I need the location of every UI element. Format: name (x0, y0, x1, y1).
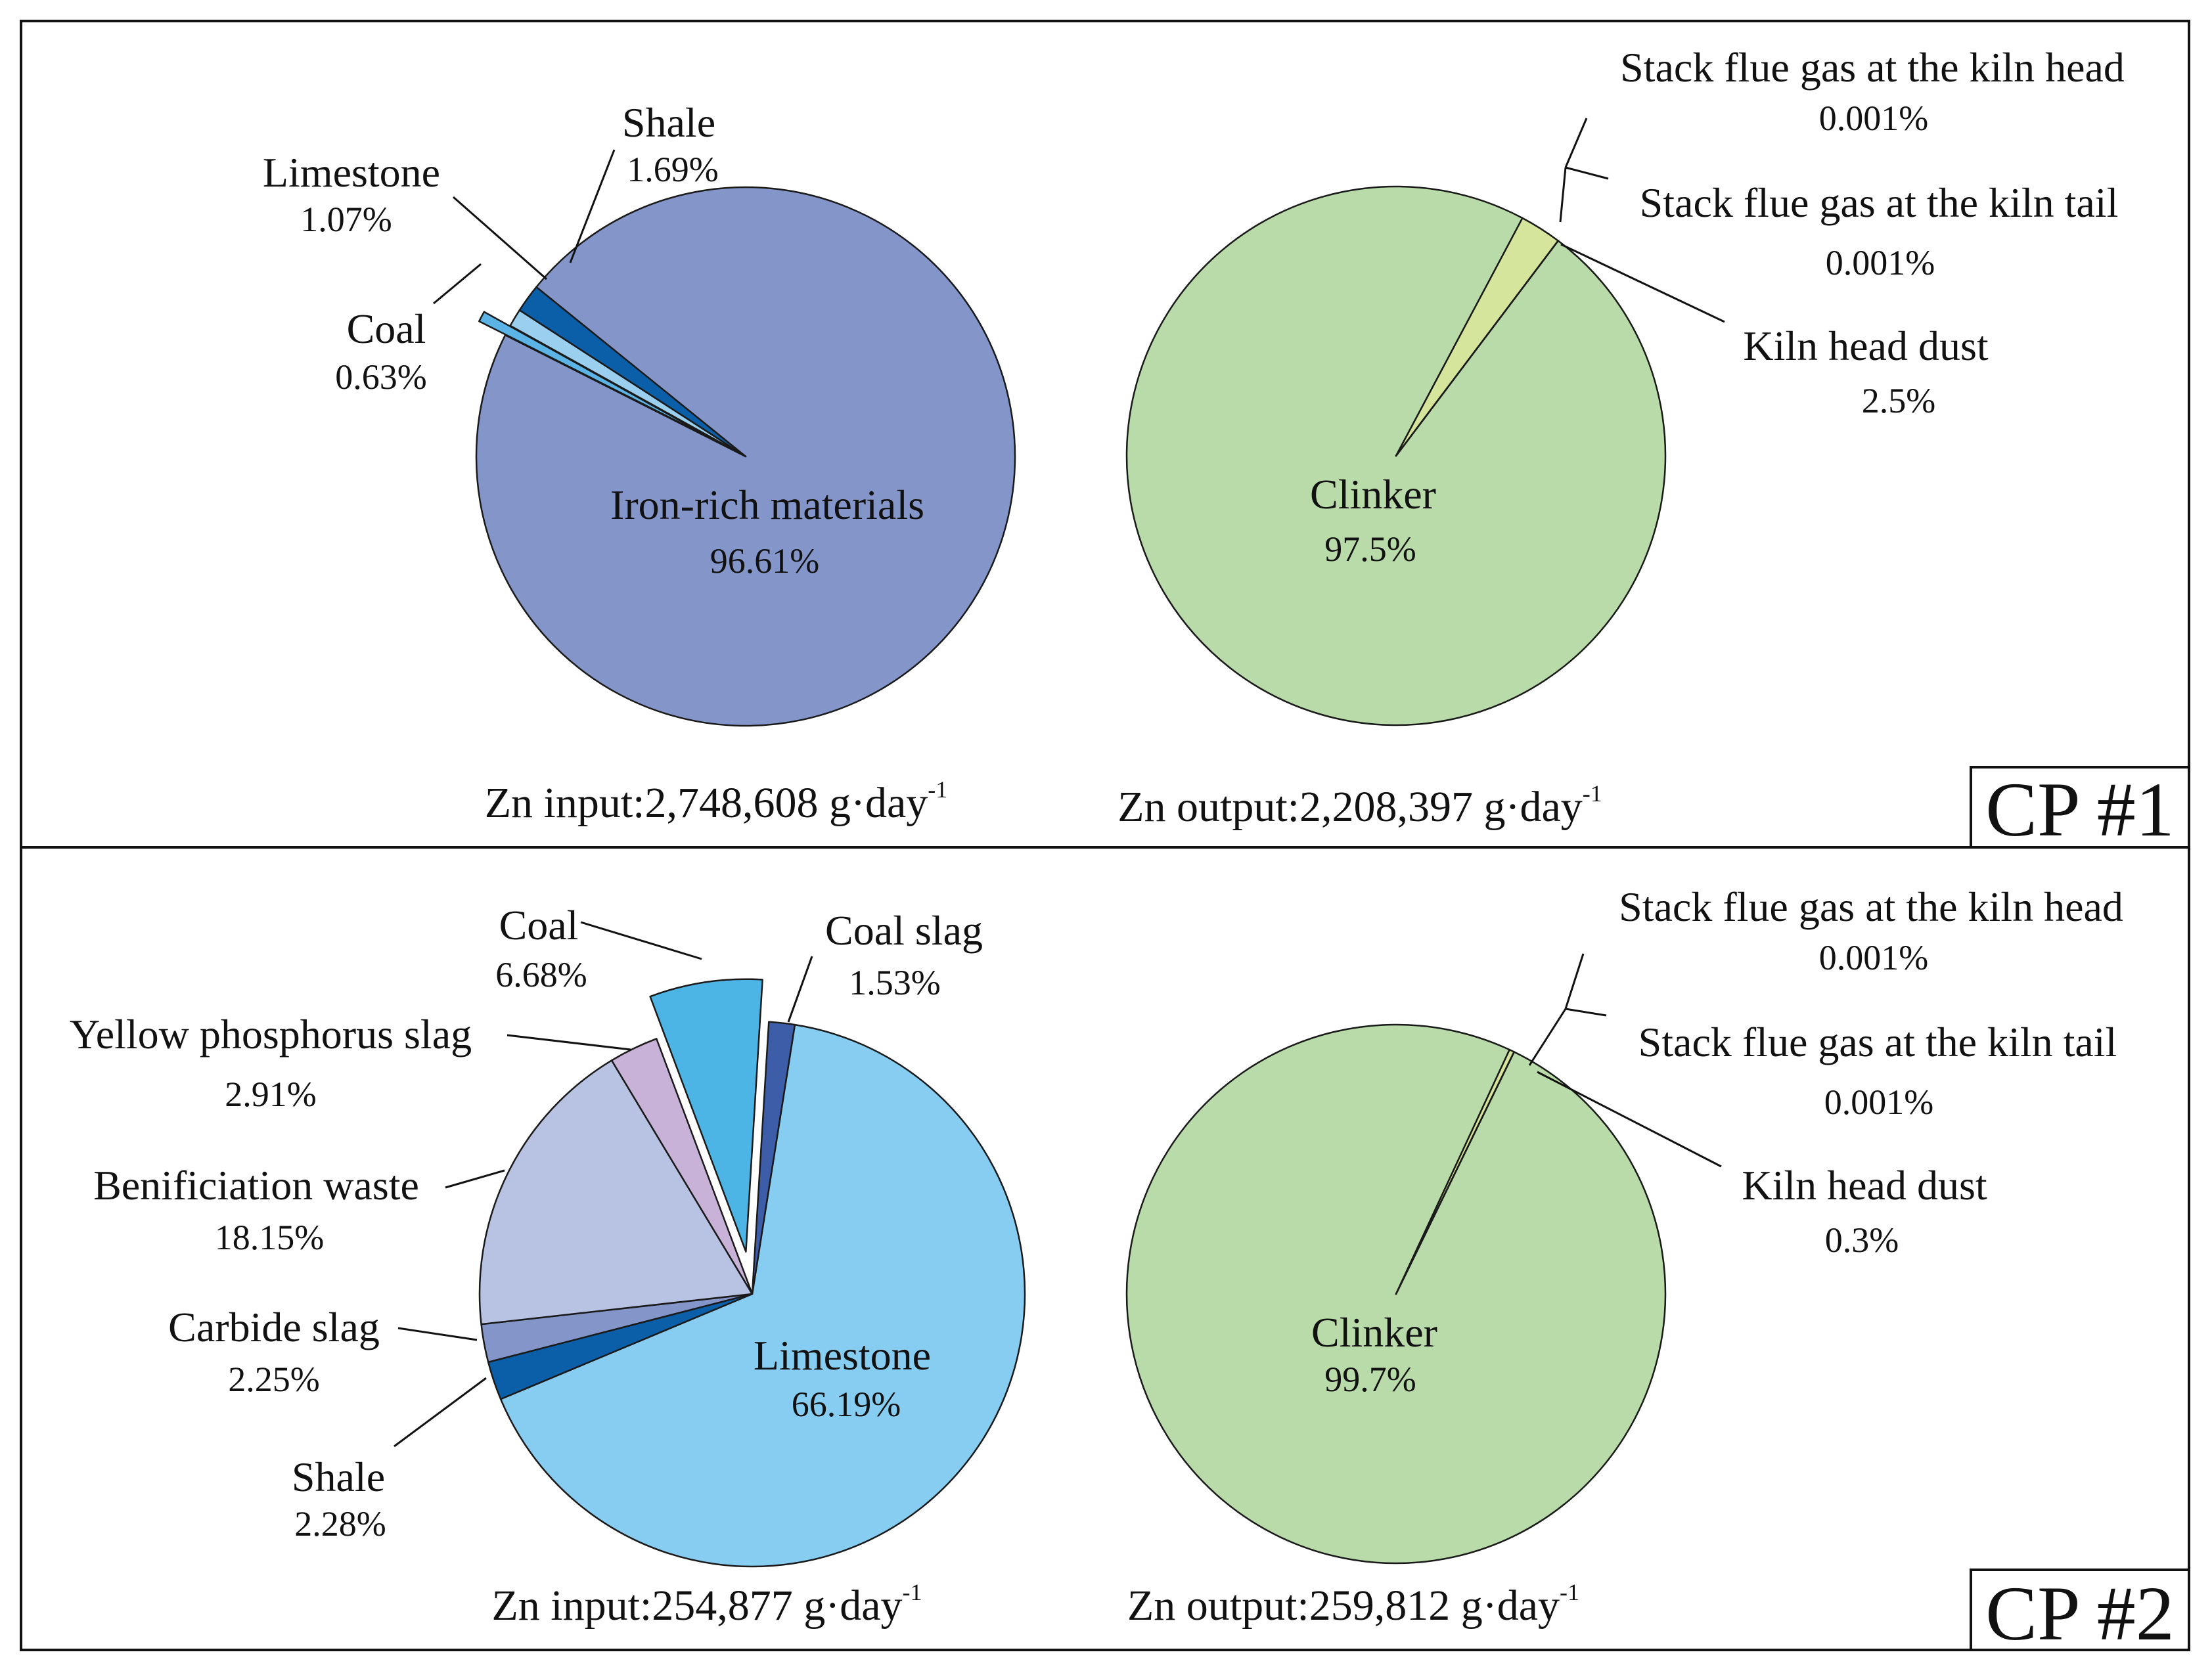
cp1-in-coal-pct: 0.63% (335, 357, 426, 397)
input-total-cp2-sup: -1 (903, 1579, 922, 1605)
cp1-out-clinker-name: Clinker (1310, 471, 1436, 518)
cp1-in-main-pct: 96.61% (710, 541, 819, 581)
cp2-input-slice-coal (649, 978, 763, 1253)
panel-tag-box-2 (1970, 1569, 2190, 1651)
output-total-cp2-sup: -1 (1560, 1579, 1579, 1605)
panel-tag-1: CP #1 (1985, 767, 2174, 853)
cp2-out-tail-name: Stack flue gas at the kiln tail (1638, 1019, 2117, 1065)
leader-cp1-flue-tail-b (1559, 167, 1567, 223)
cp2-in-coal-name: Coal (499, 902, 579, 948)
cp1-input-slice-shale (518, 286, 747, 458)
cp1-output-slice-stack-flue-gas-at-the-kiln-head (1395, 240, 1559, 457)
input-total-cp1-text: Zn input:2,748,608 g·day (485, 779, 928, 827)
leader-cp2-flue-head (1564, 953, 1585, 1010)
cp2-output-slice-stack-flue-gas-at-the-kiln-head (1395, 1051, 1515, 1295)
leader-cp1-flue-head (1564, 118, 1588, 168)
cp1-out-tail-name: Stack flue gas at the kiln tail (1640, 179, 2119, 226)
cp1-in-limestone-name: Limestone (263, 149, 440, 196)
input-total-cp2: Zn input:254,877 g·day-1 (491, 1579, 922, 1630)
leader-cp2-shale (394, 1377, 487, 1448)
panel-tag-box-1 (1970, 766, 2190, 849)
leader-cp2-benif (445, 1169, 505, 1189)
cp2-out-clinker-name: Clinker (1311, 1309, 1437, 1356)
cp1-out-head-name: Stack flue gas at the kiln head (1620, 44, 2125, 91)
cp1-out-clinker-pct: 97.5% (1324, 529, 1416, 569)
cp1-in-shale-pct: 1.69% (627, 150, 718, 189)
cp2-in-carbide-name: Carbide slag (168, 1304, 380, 1350)
cp2-in-carbide-pct: 2.25% (228, 1360, 319, 1399)
cp2-input-slice-benificiation-waste (478, 1059, 754, 1325)
cp2-in-benif-pct: 18.15% (215, 1218, 324, 1257)
output-total-cp2-text: Zn output:259,812 g·day (1127, 1582, 1560, 1630)
cp2-in-yellow-name: Yellow phosphorus slag (70, 1011, 472, 1057)
leader-cp2-coal (580, 921, 702, 960)
cp1-out-dust-name: Kiln head dust (1743, 323, 1989, 369)
cp2-out-clinker-pct: 99.7% (1324, 1360, 1416, 1399)
output-total-cp2: Zn output:259,812 g·day-1 (1127, 1579, 1579, 1630)
leader-cp2-flue-tail (1565, 1008, 1607, 1017)
leader-cp1-coal (433, 263, 482, 305)
leader-cp1-flue-tail (1565, 166, 1609, 180)
cp1-in-coal-name: Coal (347, 305, 426, 352)
pie-layer (475, 185, 1667, 1568)
cp1-in-main-name: Iron-rich materials (610, 481, 924, 528)
leader-cp2-kiln-dust (1537, 1071, 1722, 1168)
cp2-out-dust-name: Kiln head dust (1742, 1162, 1987, 1209)
leader-cp1-limestone (453, 196, 547, 280)
cp2-in-benif-name: Benificiation waste (93, 1162, 419, 1209)
output-total-cp1: Zn output:2,208,397 g·day-1 (1117, 780, 1602, 831)
output-total-cp1-text: Zn output:2,208,397 g·day (1117, 783, 1583, 831)
input-total-cp1: Zn input:2,748,608 g·day-1 (485, 776, 948, 827)
cp2-in-limestone-pct: 66.19% (792, 1385, 901, 1424)
output-total-cp1-sup: -1 (1583, 780, 1602, 807)
cp2-input-slice-yellow-phosphorus-slag (610, 1038, 754, 1295)
leader-cp1-shale (569, 149, 616, 263)
cp2-in-shale-name: Shale (292, 1454, 385, 1500)
panel-tag-2: CP #2 (1985, 1570, 2174, 1657)
leader-cp2-coal-slag (787, 956, 813, 1023)
cp2-out-head-name: Stack flue gas at the kiln head (1619, 883, 2123, 930)
cp2-in-yellow-pct: 2.91% (225, 1075, 316, 1114)
cp1-out-tail-pct: 0.001% (1826, 243, 1935, 282)
cp1-out-dust-pct: 2.5% (1862, 381, 1935, 420)
cp2-input-slice-limestone (499, 1023, 1026, 1568)
leader-lines (394, 118, 1725, 1448)
cp2-input-slice-coal-slag (751, 1021, 796, 1295)
cp2-out-tail-pct: 0.001% (1824, 1082, 1933, 1122)
cp1-in-limestone-pct: 1.07% (300, 200, 392, 239)
cp2-in-limestone-name: Limestone (754, 1332, 931, 1379)
leader-cp2-carbide (397, 1327, 478, 1341)
cp2-in-coalslag-name: Coal slag (825, 907, 983, 954)
input-total-cp1-sup: -1 (928, 776, 947, 803)
cp2-out-dust-pct: 0.3% (1825, 1220, 1899, 1260)
cp2-in-shale-pct: 2.28% (294, 1504, 386, 1544)
leader-cp2-yellow (507, 1034, 631, 1051)
cp2-in-coalslag-pct: 1.53% (849, 963, 940, 1002)
leader-cp1-kiln-dust (1560, 243, 1725, 323)
input-total-cp2-text: Zn input:254,877 g·day (491, 1582, 902, 1630)
cp1-input-slice-coal (478, 311, 721, 444)
cp2-in-coal-pct: 6.68% (495, 955, 587, 994)
cp2-out-head-pct: 0.001% (1819, 938, 1928, 977)
cp1-out-head-pct: 0.001% (1819, 99, 1928, 138)
cp1-in-shale-name: Shale (622, 99, 715, 146)
leader-cp2-flue-tail-b (1528, 1008, 1567, 1066)
